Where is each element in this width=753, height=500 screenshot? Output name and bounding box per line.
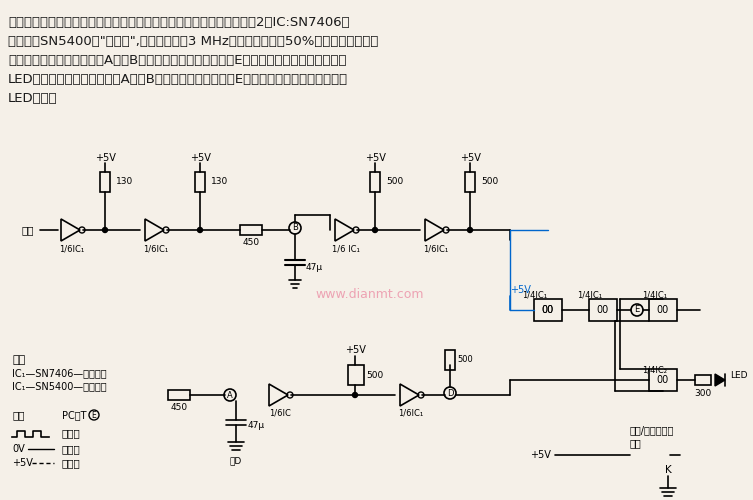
Text: 130: 130: [116, 178, 133, 186]
Text: 00: 00: [657, 375, 669, 385]
Text: 47μ: 47μ: [248, 420, 265, 430]
Text: LED发光。如没有输入脉冲，A点和B点的电平将一高一低，E点变为低电平，锁存器复位，: LED发光。如没有输入脉冲，A点和B点的电平将一高一低，E点变为低电平，锁存器复…: [8, 73, 348, 86]
Text: D: D: [447, 388, 453, 398]
Circle shape: [102, 228, 108, 232]
Text: 应。当输入端出现脉冲时，A点和B点都检测出逻辑高电平，使E点变为高电平，锁存器置位，: 应。当输入端出现脉冲时，A点和B点都检测出逻辑高电平，使E点变为高电平，锁存器置…: [8, 54, 346, 67]
Text: 1/6IC₁: 1/6IC₁: [143, 244, 169, 253]
Polygon shape: [400, 384, 419, 406]
Text: A: A: [227, 390, 233, 400]
Text: 输入: 输入: [12, 410, 25, 420]
Text: 500: 500: [366, 370, 383, 380]
Polygon shape: [715, 374, 725, 386]
Text: 1/6IC: 1/6IC: [269, 409, 291, 418]
Bar: [195, 172, 205, 192]
Circle shape: [352, 392, 358, 398]
Text: 130: 130: [211, 178, 228, 186]
Polygon shape: [335, 219, 354, 241]
Bar: [534, 299, 562, 321]
Bar: [348, 365, 364, 385]
Polygon shape: [145, 219, 164, 241]
Text: +5V: +5V: [530, 450, 551, 460]
Text: 00: 00: [542, 305, 554, 315]
Text: 输入: 输入: [22, 225, 34, 235]
Circle shape: [468, 228, 472, 232]
Text: 450: 450: [170, 403, 187, 412]
Text: IC₁—SN7406—六反相器: IC₁—SN7406—六反相器: [12, 368, 107, 378]
Text: E: E: [92, 410, 96, 420]
Text: 0V: 0V: [12, 444, 25, 454]
Bar: [589, 299, 617, 321]
Text: E: E: [634, 306, 639, 314]
Text: 00: 00: [657, 305, 669, 315]
Text: 1/4IC₁: 1/4IC₁: [578, 290, 602, 300]
Polygon shape: [269, 384, 288, 406]
Text: 1/4IC₁: 1/4IC₁: [523, 290, 547, 300]
Text: +5V: +5V: [345, 345, 365, 355]
Text: 常开: 常开: [630, 438, 642, 448]
Text: +5V: +5V: [510, 285, 531, 295]
Text: 500: 500: [457, 356, 473, 364]
Text: +5V: +5V: [190, 153, 210, 163]
Text: 逻辑高: 逻辑高: [62, 428, 81, 438]
Text: 47μ: 47μ: [306, 264, 323, 272]
Text: K: K: [665, 465, 672, 475]
Text: 1/6IC₁: 1/6IC₁: [398, 409, 424, 418]
Text: 00: 00: [597, 305, 609, 315]
Text: 1/6 IC₁: 1/6 IC₁: [332, 244, 360, 253]
Text: IC₁—SN5400—四与非门: IC₁—SN5400—四与非门: [12, 381, 107, 391]
Text: +5V: +5V: [459, 153, 480, 163]
Bar: [240, 225, 262, 235]
Text: 1/4IC₁: 1/4IC₁: [642, 290, 668, 300]
Text: +5V: +5V: [95, 153, 115, 163]
Text: 本电路用作数字逻辑探头，或在测试设备中用作频率检测器。它只需要2块IC:SN7406六: 本电路用作数字逻辑探头，或在测试设备中用作频率检测器。它只需要2块IC:SN74…: [8, 16, 349, 29]
Text: 反相器和SN5400四"与非门",能对频率高达3 MHz、脉宽周期比为50%的方波脉冲作出响: 反相器和SN5400四"与非门",能对频率高达3 MHz、脉宽周期比为50%的方…: [8, 35, 378, 48]
Text: 元件: 元件: [12, 355, 26, 365]
Text: 00: 00: [542, 305, 554, 315]
Bar: [100, 172, 110, 192]
Text: B: B: [292, 224, 298, 232]
Text: LED不亮。: LED不亮。: [8, 92, 58, 105]
Text: LED: LED: [730, 370, 748, 380]
Text: 逻辑低: 逻辑低: [62, 444, 81, 454]
Text: 300: 300: [694, 389, 712, 398]
Text: 1/4IC₂: 1/4IC₂: [642, 366, 667, 374]
Bar: [695, 375, 711, 385]
Circle shape: [373, 228, 377, 232]
Text: PC点T: PC点T: [62, 410, 87, 420]
Text: 500: 500: [481, 178, 498, 186]
Bar: [465, 172, 475, 192]
Text: 置位/复位开关，: 置位/复位开关，: [630, 425, 675, 435]
Bar: [370, 172, 380, 192]
Text: 1/6IC₁: 1/6IC₁: [423, 244, 449, 253]
Bar: [649, 369, 677, 391]
Text: +5V: +5V: [364, 153, 386, 163]
Text: 逻辑低: 逻辑低: [62, 458, 81, 468]
Text: +5V: +5V: [12, 458, 33, 468]
Bar: [168, 390, 190, 400]
Bar: [649, 299, 677, 321]
Bar: [445, 350, 455, 370]
Text: 450: 450: [242, 238, 260, 247]
Polygon shape: [425, 219, 444, 241]
Polygon shape: [61, 219, 80, 241]
Circle shape: [197, 228, 203, 232]
Text: 500: 500: [386, 178, 404, 186]
Text: 地D: 地D: [230, 456, 242, 465]
Text: www.dianmt.com: www.dianmt.com: [316, 288, 424, 302]
Text: 1/6IC₁: 1/6IC₁: [59, 244, 84, 253]
